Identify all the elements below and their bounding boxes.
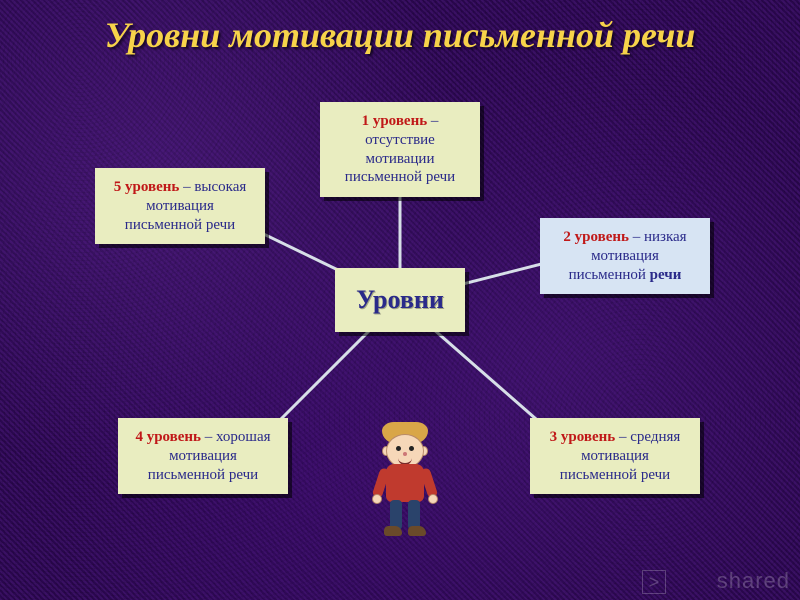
node-highlight: 2 уровень <box>563 229 629 245</box>
cartoon-boy-icon <box>360 420 450 540</box>
node-level-1: 1 уровень – отсутствие мотивации письмен… <box>320 102 480 197</box>
node-highlight: 5 уровень <box>114 179 180 195</box>
node-level-2: 2 уровень – низкая мотивация письменной … <box>540 218 710 294</box>
center-label: Уровни <box>356 284 444 317</box>
node-highlight: 3 уровень <box>550 429 616 445</box>
slide-title: Уровни мотивации письменной речи <box>0 14 800 56</box>
node-highlight: 4 уровень <box>135 429 201 445</box>
node-level-3: 3 уровень – средняя мотивация письменной… <box>530 418 700 494</box>
watermark-text: shared <box>717 568 790 594</box>
node-level-5: 5 уровень – высокая мотивация письменной… <box>95 168 265 244</box>
node-level-4: 4 уровень – хорошая мотивация письменной… <box>118 418 288 494</box>
center-node: Уровни <box>335 268 465 332</box>
watermark-logo: > <box>642 570 666 594</box>
node-text-bold: речи <box>650 267 682 283</box>
node-highlight: 1 уровень <box>362 113 428 129</box>
